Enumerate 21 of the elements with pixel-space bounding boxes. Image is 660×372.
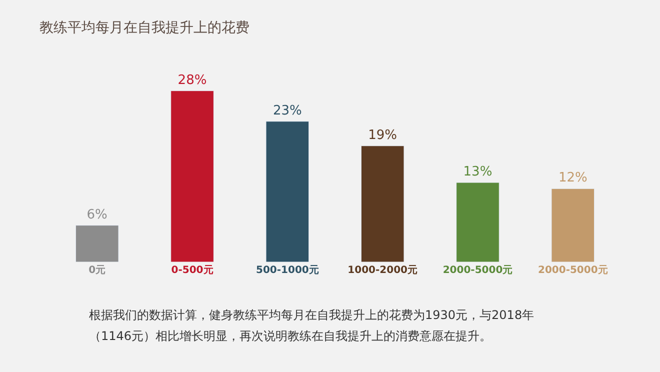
x-tick-label: 500-1000元 [256,264,319,276]
x-tick-label: 1000-2000元 [348,264,418,276]
data-label: 19% [368,128,398,143]
bar [360,146,404,262]
x-tick-label: 0-500元 [171,264,214,276]
chart-title: 教练平均每月在自我提升上的花费 [40,20,250,36]
x-tick-label: 2000-5000元 [442,264,513,276]
x-tick-label: 2000-5000元 [538,264,608,276]
text: 根据我们的数据计算，健身教练平均每月在自我提升上的花费为1930元，与2018年 [89,308,534,322]
data-label: 28% [178,72,207,88]
bar [170,90,214,262]
data-label: 13% [463,164,492,180]
bar [551,188,595,262]
bar [266,121,310,262]
data-label: 12% [558,170,588,186]
data-label: 6% [86,207,108,222]
data-label: 23% [272,103,302,118]
bar [456,182,500,262]
bar [75,225,119,262]
x-tick-label: 0元 [88,264,106,276]
text: （1146元）相比增长明显，再次说明教练在自我提升上的消费意愿在提升。 [89,329,492,343]
